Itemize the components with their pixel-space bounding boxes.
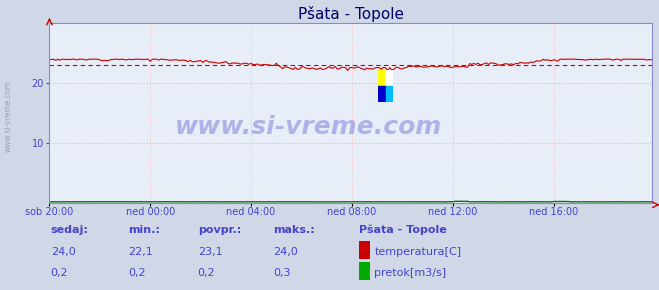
- Text: temperatura[C]: temperatura[C]: [374, 247, 461, 257]
- Text: 22,1: 22,1: [129, 247, 154, 257]
- Text: 0,2: 0,2: [51, 268, 69, 278]
- Text: pretok[m3/s]: pretok[m3/s]: [374, 268, 446, 278]
- Text: 23,1: 23,1: [198, 247, 222, 257]
- Bar: [378, 86, 386, 102]
- Bar: [378, 70, 386, 86]
- Text: povpr.:: povpr.:: [198, 225, 241, 235]
- Bar: [386, 86, 393, 102]
- Text: 0,2: 0,2: [198, 268, 215, 278]
- Text: www.si-vreme.com: www.si-vreme.com: [3, 80, 13, 152]
- Text: 0,2: 0,2: [129, 268, 146, 278]
- Text: www.si-vreme.com: www.si-vreme.com: [175, 115, 442, 139]
- Text: min.:: min.:: [129, 225, 160, 235]
- Text: 24,0: 24,0: [273, 247, 299, 257]
- Text: Pšata - Topole: Pšata - Topole: [359, 225, 447, 235]
- Title: Pšata - Topole: Pšata - Topole: [298, 6, 404, 22]
- Bar: [386, 70, 393, 86]
- Text: sedaj:: sedaj:: [51, 225, 88, 235]
- Text: 24,0: 24,0: [51, 247, 76, 257]
- Text: 0,3: 0,3: [273, 268, 291, 278]
- Text: maks.:: maks.:: [273, 225, 315, 235]
